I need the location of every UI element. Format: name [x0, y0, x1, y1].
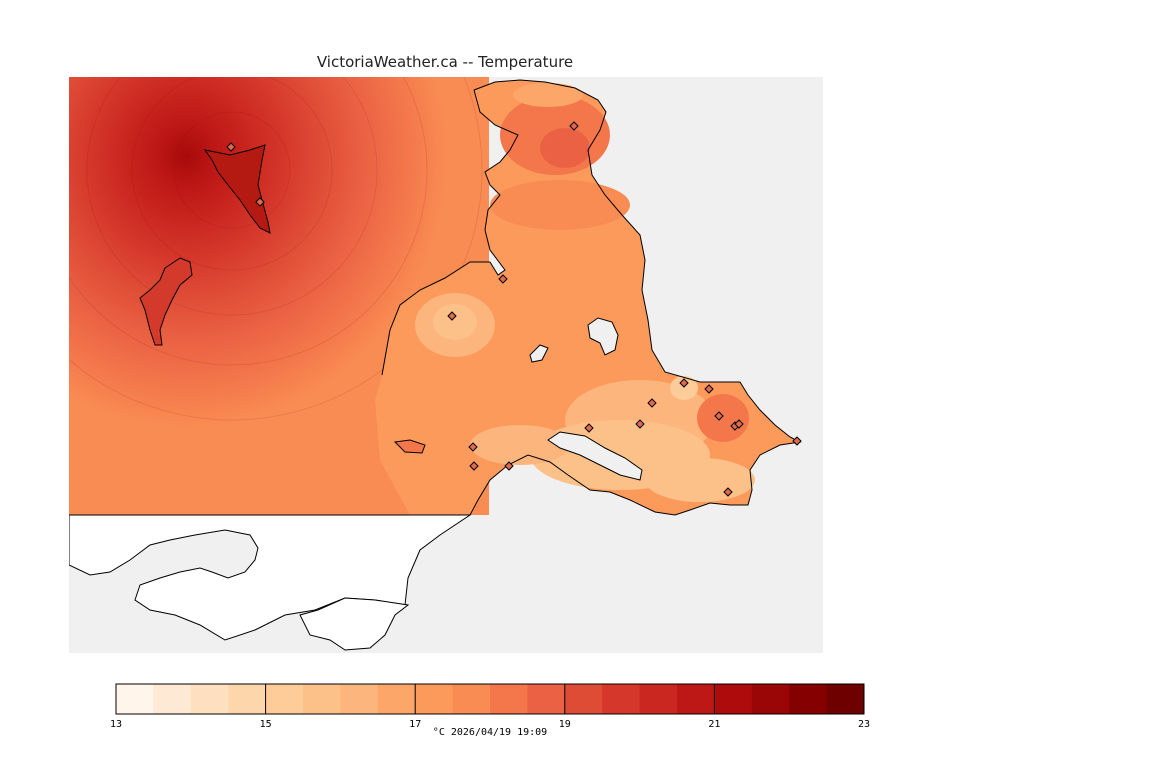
station-icon	[734, 419, 744, 429]
southern-land-east	[299, 597, 410, 651]
station-icon	[704, 384, 714, 394]
lake-elk	[587, 317, 619, 356]
legend-swatch	[677, 684, 715, 714]
legend-swatch	[228, 684, 267, 714]
legend-tick-label: 23	[858, 719, 870, 730]
station-icon	[635, 419, 645, 429]
station-icon	[469, 461, 479, 471]
temperature-contours-west	[69, 77, 483, 421]
coastline	[381, 79, 802, 516]
station-markers	[226, 121, 802, 497]
station-icon	[255, 197, 265, 207]
island-north	[203, 144, 271, 234]
legend-swatch	[527, 684, 566, 714]
legend-swatch	[377, 684, 416, 714]
legend-swatch	[490, 684, 528, 714]
legend-tick-label: 21	[708, 719, 720, 730]
island-west	[139, 257, 193, 346]
station-icon	[468, 442, 478, 452]
harbour-inlet	[547, 431, 643, 481]
station-icon	[647, 398, 657, 408]
station-icon	[679, 378, 689, 388]
station-icon	[714, 411, 724, 421]
legend-swatch	[303, 684, 341, 714]
legend-swatch	[751, 684, 790, 714]
legend-tick-label: 13	[110, 719, 122, 730]
station-icon	[504, 461, 514, 471]
station-icon	[792, 436, 802, 446]
legend-swatch	[789, 684, 828, 714]
legend-swatch	[340, 684, 379, 714]
lake-small	[529, 344, 549, 363]
station-icon	[447, 311, 457, 321]
station-icon	[723, 487, 733, 497]
legend-swatch	[265, 684, 304, 714]
map-title: VictoriaWeather.ca -- Temperature	[316, 53, 574, 71]
legend-swatch	[714, 684, 753, 714]
legend-swatch	[452, 684, 491, 714]
station-icon	[584, 423, 594, 433]
legend-tick-label: 17	[409, 719, 421, 730]
legend-tick-label: 19	[559, 719, 571, 730]
legend-swatch	[190, 684, 229, 714]
station-icon	[226, 142, 236, 152]
station-icon	[498, 274, 508, 284]
station-icon	[569, 121, 579, 131]
legend-swatch	[415, 684, 454, 714]
legend-swatch	[826, 684, 865, 714]
legend-swatch	[116, 684, 154, 714]
southern-land	[69, 514, 472, 641]
legend-swatch	[602, 684, 641, 714]
legend-swatch	[639, 684, 678, 714]
legend-tick-label: 15	[260, 719, 272, 730]
legend-swatch	[564, 684, 603, 714]
island-south	[393, 439, 426, 454]
legend-stamp: °C 2026/04/19 19:09	[432, 727, 548, 738]
temperature-patches	[415, 83, 755, 502]
legend-swatch	[153, 684, 192, 714]
